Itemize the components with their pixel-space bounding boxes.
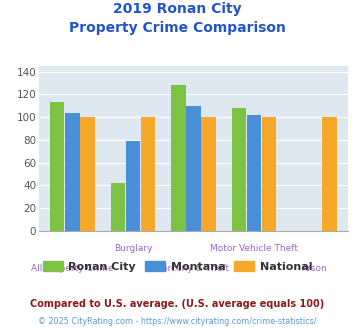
Bar xyxy=(50,102,65,231)
Text: Arson: Arson xyxy=(302,264,327,273)
Bar xyxy=(171,85,186,231)
Bar xyxy=(110,183,125,231)
Bar xyxy=(80,117,95,231)
Text: Property Crime Comparison: Property Crime Comparison xyxy=(69,21,286,35)
Text: Larceny & Theft: Larceny & Theft xyxy=(157,264,230,273)
Bar xyxy=(141,117,155,231)
Bar xyxy=(186,106,201,231)
Bar xyxy=(231,108,246,231)
Text: 2019 Ronan City: 2019 Ronan City xyxy=(113,2,242,16)
Text: All Property Crime: All Property Crime xyxy=(31,264,114,273)
Bar xyxy=(322,117,337,231)
Bar xyxy=(247,115,261,231)
Bar xyxy=(262,117,277,231)
Legend: Ronan City, Montana, National: Ronan City, Montana, National xyxy=(38,257,317,277)
Text: Burglary: Burglary xyxy=(114,244,152,253)
Bar xyxy=(65,113,80,231)
Text: © 2025 CityRating.com - https://www.cityrating.com/crime-statistics/: © 2025 CityRating.com - https://www.city… xyxy=(38,317,317,326)
Text: Compared to U.S. average. (U.S. average equals 100): Compared to U.S. average. (U.S. average … xyxy=(31,299,324,309)
Bar xyxy=(126,141,140,231)
Bar xyxy=(201,117,216,231)
Text: Motor Vehicle Theft: Motor Vehicle Theft xyxy=(210,244,298,253)
